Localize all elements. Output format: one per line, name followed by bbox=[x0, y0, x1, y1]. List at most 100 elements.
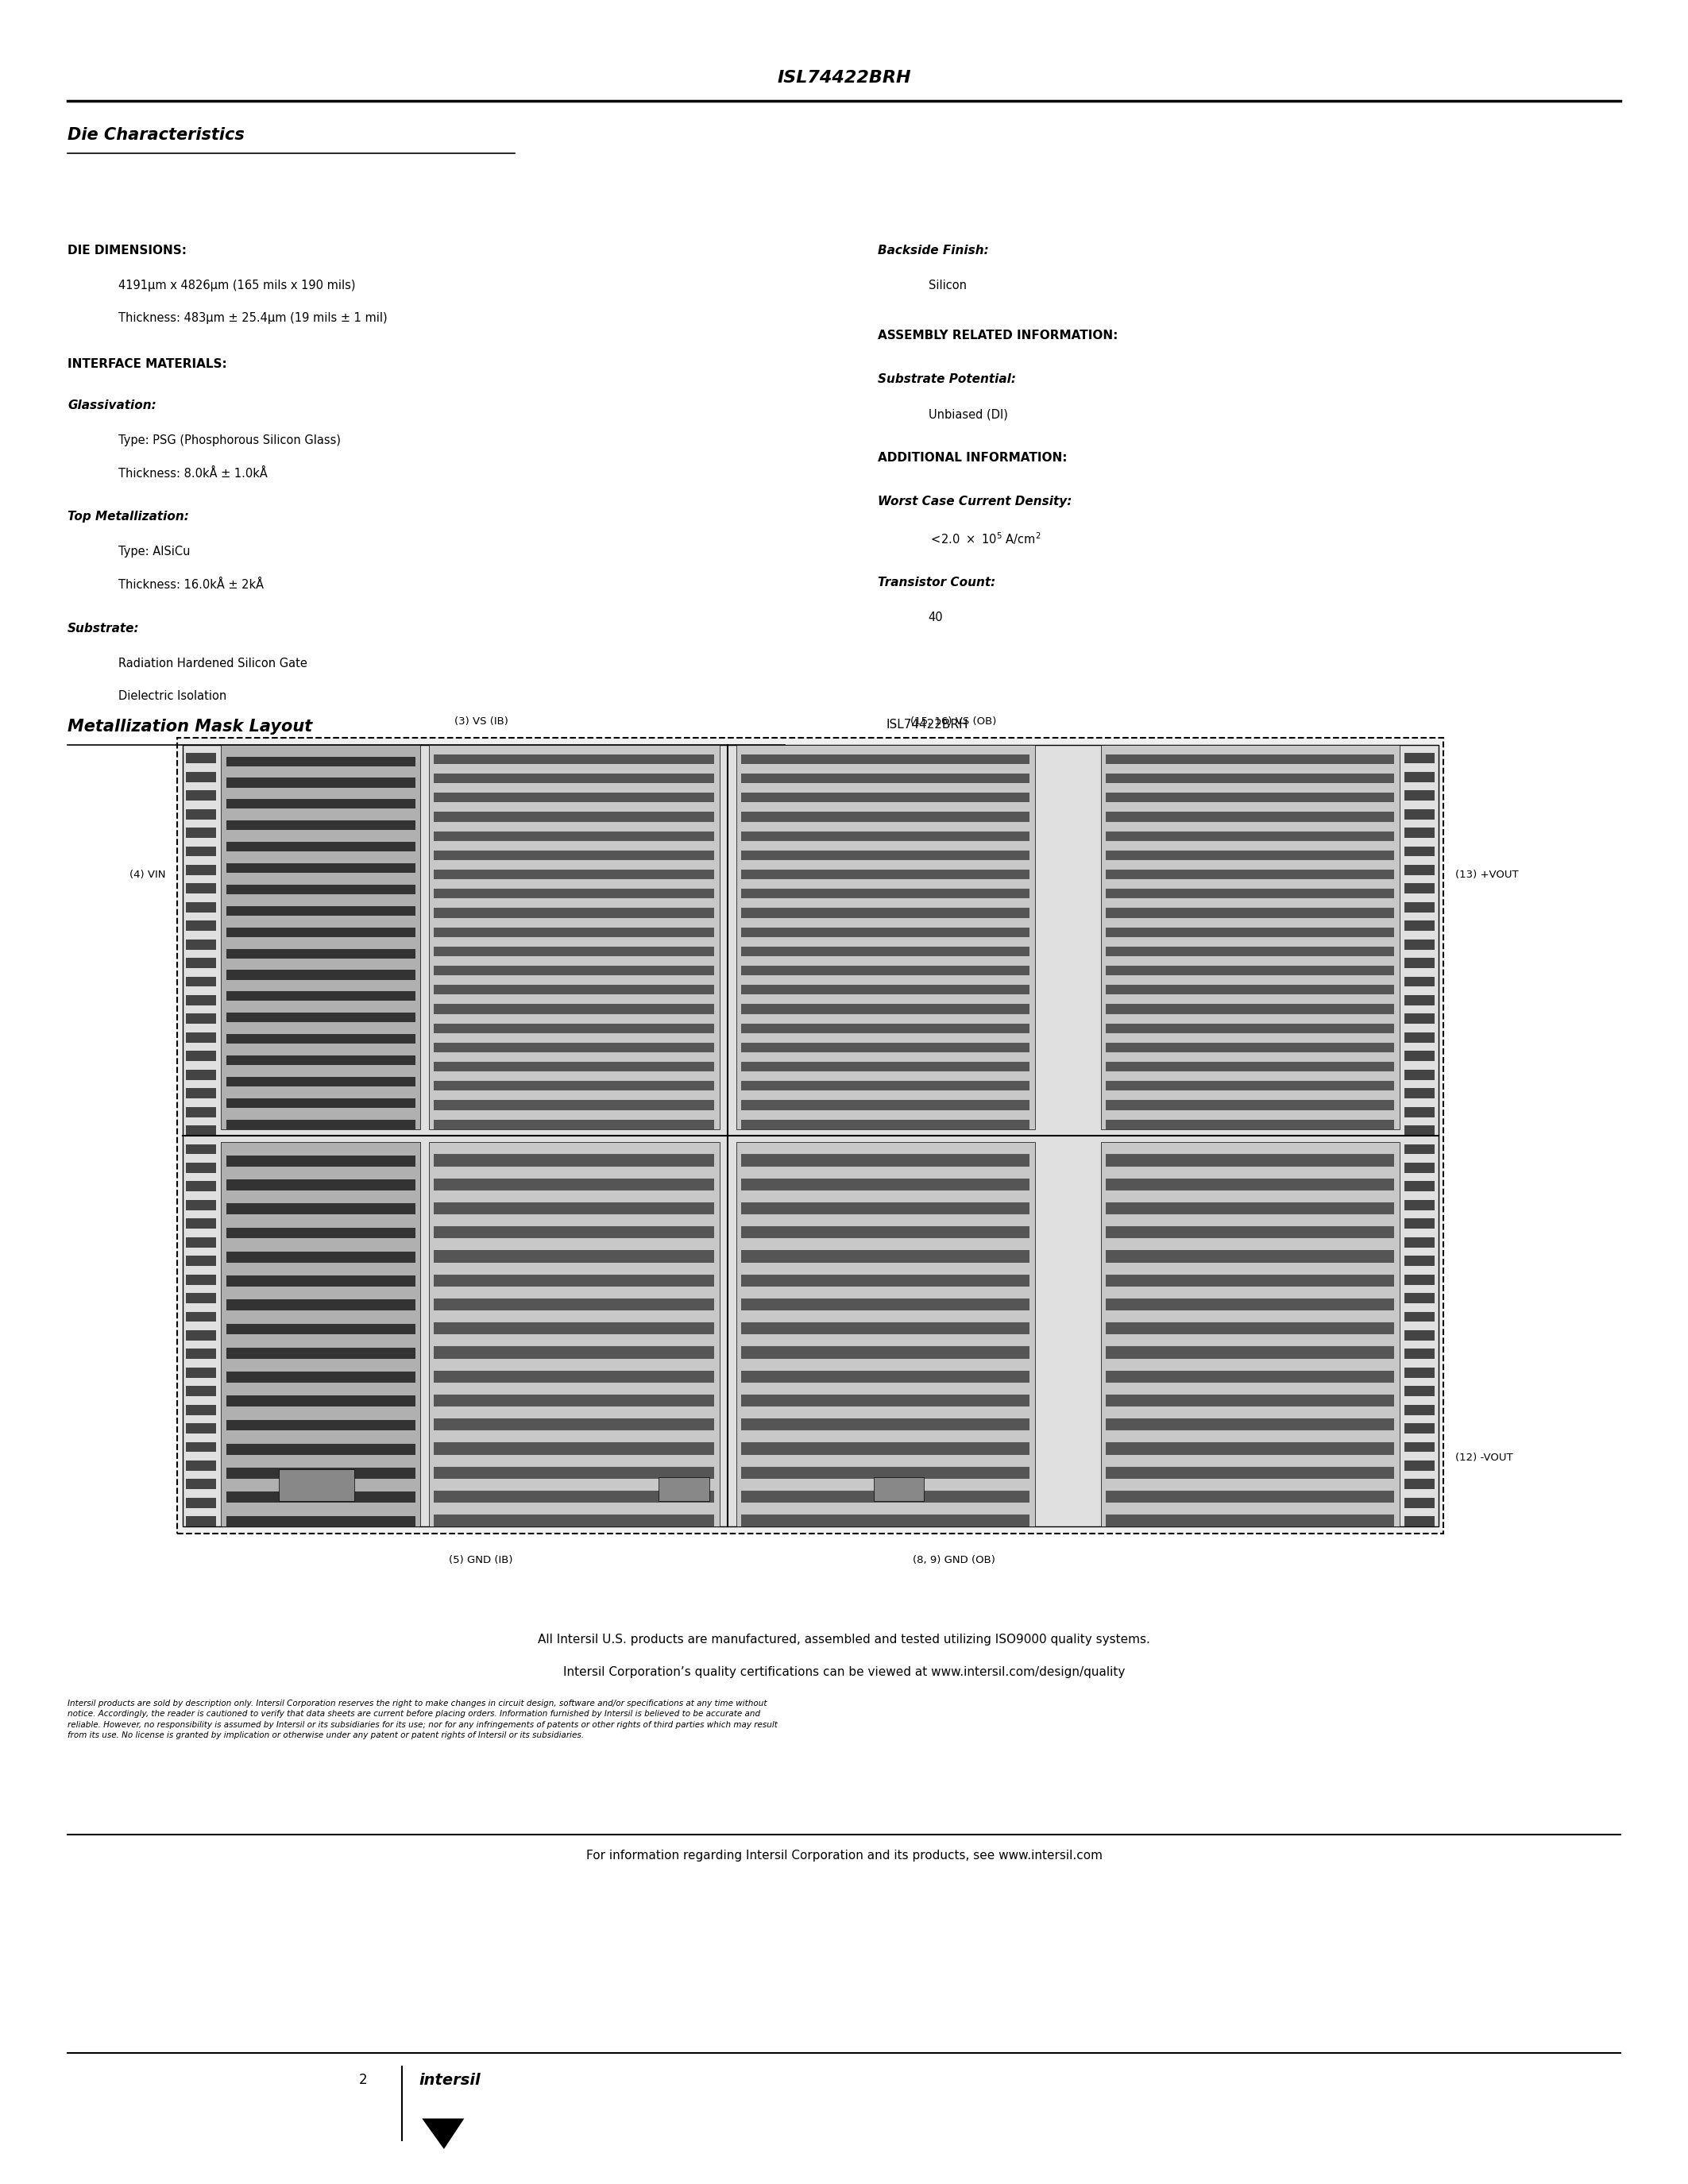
Bar bbox=[741, 909, 1030, 917]
Text: Silicon: Silicon bbox=[928, 280, 967, 290]
Bar bbox=[226, 1013, 415, 1022]
Bar bbox=[186, 1033, 216, 1042]
Text: All Intersil U.S. products are manufactured, assembled and tested utilizing ISO9: All Intersil U.S. products are manufactu… bbox=[538, 1634, 1150, 1645]
Text: Backside Finish:: Backside Finish: bbox=[878, 245, 989, 256]
Text: intersil: intersil bbox=[419, 2073, 481, 2088]
Bar bbox=[741, 1061, 1030, 1072]
Bar bbox=[434, 1444, 714, 1455]
Text: Transistor Count:: Transistor Count: bbox=[878, 577, 996, 587]
Bar bbox=[434, 1101, 714, 1109]
Bar bbox=[1106, 1297, 1394, 1310]
Bar bbox=[741, 889, 1030, 898]
Bar bbox=[741, 1203, 1030, 1214]
Bar bbox=[186, 1424, 216, 1433]
Bar bbox=[741, 1489, 1030, 1503]
Bar bbox=[741, 965, 1030, 976]
Bar bbox=[226, 1492, 415, 1503]
Bar bbox=[1404, 1275, 1435, 1284]
Bar bbox=[1106, 1005, 1394, 1013]
Bar bbox=[186, 1313, 216, 1321]
Bar bbox=[741, 1179, 1030, 1190]
Text: DIE DIMENSIONS:: DIE DIMENSIONS: bbox=[68, 245, 187, 256]
Bar bbox=[434, 1324, 714, 1334]
Bar bbox=[1101, 1142, 1399, 1527]
Bar bbox=[434, 812, 714, 821]
Bar bbox=[1106, 985, 1394, 994]
Bar bbox=[1404, 1404, 1435, 1415]
Bar bbox=[741, 1372, 1030, 1382]
Bar bbox=[741, 1005, 1030, 1013]
Bar bbox=[434, 850, 714, 860]
Bar bbox=[1106, 1024, 1394, 1033]
Bar bbox=[226, 1055, 415, 1066]
Bar bbox=[226, 1420, 415, 1431]
Bar bbox=[434, 965, 714, 976]
Bar bbox=[1106, 1081, 1394, 1090]
Bar bbox=[186, 1107, 216, 1116]
Bar bbox=[741, 1444, 1030, 1455]
Bar bbox=[221, 745, 420, 1129]
Bar bbox=[434, 1061, 714, 1072]
Bar bbox=[186, 808, 216, 819]
Bar bbox=[186, 1199, 216, 1210]
Bar bbox=[434, 1420, 714, 1431]
Bar bbox=[186, 1162, 216, 1173]
Bar bbox=[186, 828, 216, 839]
Bar bbox=[1404, 1182, 1435, 1192]
Bar bbox=[434, 773, 714, 784]
Bar bbox=[1106, 832, 1394, 841]
Bar bbox=[186, 922, 216, 930]
Bar bbox=[1404, 939, 1435, 950]
Bar bbox=[226, 778, 415, 788]
Bar bbox=[1101, 745, 1399, 1129]
Bar bbox=[186, 939, 216, 950]
Bar bbox=[186, 1125, 216, 1136]
Text: (3) VS (IB): (3) VS (IB) bbox=[454, 716, 508, 727]
Bar bbox=[1106, 1153, 1394, 1166]
Text: Thickness: 16.0kÅ ± 2kÅ: Thickness: 16.0kÅ ± 2kÅ bbox=[118, 579, 263, 590]
Bar bbox=[434, 1179, 714, 1190]
Text: ISL74422BRH: ISL74422BRH bbox=[886, 719, 969, 729]
Text: 40: 40 bbox=[928, 612, 944, 622]
Bar bbox=[1404, 1219, 1435, 1230]
Bar bbox=[186, 1219, 216, 1230]
Bar bbox=[741, 985, 1030, 994]
Bar bbox=[186, 1387, 216, 1396]
Bar bbox=[279, 1470, 354, 1500]
Bar bbox=[186, 1013, 216, 1024]
Bar bbox=[186, 1367, 216, 1378]
Bar bbox=[1404, 1162, 1435, 1173]
Bar bbox=[1106, 1396, 1394, 1406]
Bar bbox=[226, 821, 415, 830]
Text: Substrate Potential:: Substrate Potential: bbox=[878, 373, 1016, 384]
Bar bbox=[1106, 850, 1394, 860]
Bar bbox=[1404, 1350, 1435, 1358]
Bar bbox=[226, 1468, 415, 1479]
Bar bbox=[1106, 1516, 1394, 1527]
Text: ASSEMBLY RELATED INFORMATION:: ASSEMBLY RELATED INFORMATION: bbox=[878, 330, 1117, 341]
Bar bbox=[1404, 976, 1435, 987]
Text: ISL74422BRH: ISL74422BRH bbox=[776, 70, 912, 85]
Bar bbox=[434, 1345, 714, 1358]
Bar bbox=[226, 1372, 415, 1382]
Bar bbox=[434, 928, 714, 937]
Bar bbox=[1404, 791, 1435, 802]
Bar bbox=[226, 863, 415, 874]
Bar bbox=[741, 1324, 1030, 1334]
Text: Type: AlSiCu: Type: AlSiCu bbox=[118, 546, 191, 557]
Bar bbox=[1404, 902, 1435, 913]
Bar bbox=[226, 1227, 415, 1238]
Bar bbox=[434, 1372, 714, 1382]
Text: ADDITIONAL INFORMATION:: ADDITIONAL INFORMATION: bbox=[878, 452, 1067, 463]
Bar bbox=[186, 1275, 216, 1284]
Bar bbox=[226, 928, 415, 937]
Bar bbox=[1106, 928, 1394, 937]
Bar bbox=[186, 1441, 216, 1452]
Bar bbox=[741, 869, 1030, 880]
Bar bbox=[1404, 845, 1435, 856]
Bar bbox=[1404, 922, 1435, 930]
Bar bbox=[186, 1516, 216, 1527]
Bar bbox=[186, 1051, 216, 1061]
Bar bbox=[186, 885, 216, 893]
Bar bbox=[226, 1299, 415, 1310]
